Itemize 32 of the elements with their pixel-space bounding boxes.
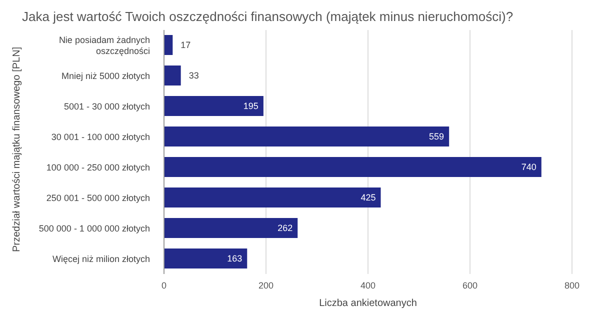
data-label: 163 — [227, 254, 242, 264]
x-tick-label: 0 — [161, 280, 167, 290]
data-label: 33 — [188, 70, 199, 80]
bar — [164, 66, 181, 86]
bar — [164, 157, 542, 177]
bar — [164, 126, 450, 146]
y-tick-label: 5001 - 30 000 złotych — [64, 101, 150, 112]
data-label: 559 — [429, 132, 444, 142]
y-tick-label: 30 001 - 100 000 złotych — [51, 132, 150, 142]
data-label: 425 — [360, 192, 376, 202]
data-label: 262 — [278, 223, 293, 233]
x-tick-label: 800 — [564, 280, 580, 290]
x-axis-title: Liczba ankietowanych — [319, 298, 417, 309]
x-tick-label: 600 — [462, 280, 478, 290]
x-tick-label: 400 — [360, 280, 376, 290]
y-tick-label: Mniej niż 5000 złotych — [61, 70, 150, 81]
bar — [164, 35, 173, 55]
y-tick-label: Nie posiadam żadnych oszczędności — [58, 34, 150, 56]
bar — [164, 218, 298, 238]
bar — [164, 188, 381, 208]
data-label: 17 — [180, 40, 191, 50]
chart-title: Jaka jest wartość Twoich oszczędności finansowych (majątek minus nieruchomości)? — [21, 8, 514, 26]
y-tick-label: 100 000 - 250 000 złotych — [46, 162, 150, 172]
y-axis-title: Przedział wartości majątku finansowego [PLN] — [12, 46, 23, 252]
data-label: 195 — [243, 101, 258, 111]
y-tick-label: Więcej niż milion złotych — [52, 254, 150, 264]
x-tick-label: 200 — [258, 280, 274, 290]
y-tick-label: 500 000 - 1 000 000 złotych — [38, 223, 150, 234]
y-tick-label: 250 001 - 500 000 złotych — [46, 192, 150, 203]
bar — [164, 248, 248, 268]
bar — [164, 96, 264, 116]
data-label: 740 — [521, 162, 536, 172]
